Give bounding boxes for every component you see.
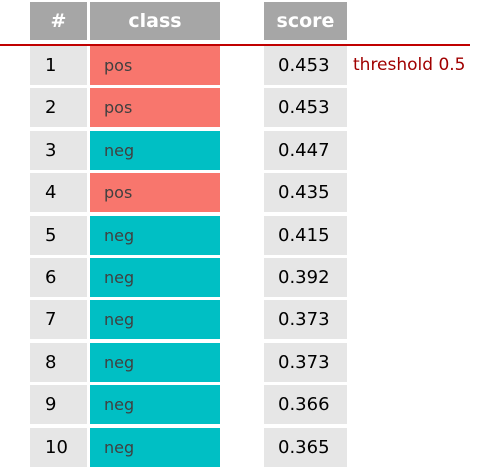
row-number: 7 [30, 300, 87, 339]
header-num: # [30, 2, 87, 40]
threshold-label: threshold 0.5 [353, 55, 466, 75]
class-cell-neg: neg [90, 258, 220, 297]
class-cell-neg: neg [90, 385, 220, 424]
row-number: 10 [30, 428, 87, 467]
row-number: 2 [30, 88, 87, 127]
score-cell: 0.373 [264, 300, 347, 339]
class-cell-pos: pos [90, 46, 220, 85]
class-cell-neg: neg [90, 131, 220, 170]
class-cell-neg: neg [90, 300, 220, 339]
row-number: 1 [30, 46, 87, 85]
score-cell: 0.453 [264, 88, 347, 127]
row-number: 5 [30, 216, 87, 255]
score-cell: 0.392 [264, 258, 347, 297]
score-cell: 0.415 [264, 216, 347, 255]
score-cell: 0.366 [264, 385, 347, 424]
class-cell-pos: pos [90, 88, 220, 127]
class-cell-pos: pos [90, 173, 220, 212]
row-number: 8 [30, 343, 87, 382]
row-number: 9 [30, 385, 87, 424]
class-cell-neg: neg [90, 343, 220, 382]
class-cell-neg: neg [90, 216, 220, 255]
score-cell: 0.365 [264, 428, 347, 467]
row-number: 3 [30, 131, 87, 170]
header-score: score [264, 2, 347, 40]
class-cell-neg: neg [90, 428, 220, 467]
score-cell: 0.435 [264, 173, 347, 212]
row-number: 4 [30, 173, 87, 212]
threshold-line [0, 44, 470, 46]
score-cell: 0.447 [264, 131, 347, 170]
score-cell: 0.373 [264, 343, 347, 382]
score-cell: 0.453 [264, 46, 347, 85]
row-number: 6 [30, 258, 87, 297]
header-class: class [90, 2, 220, 40]
